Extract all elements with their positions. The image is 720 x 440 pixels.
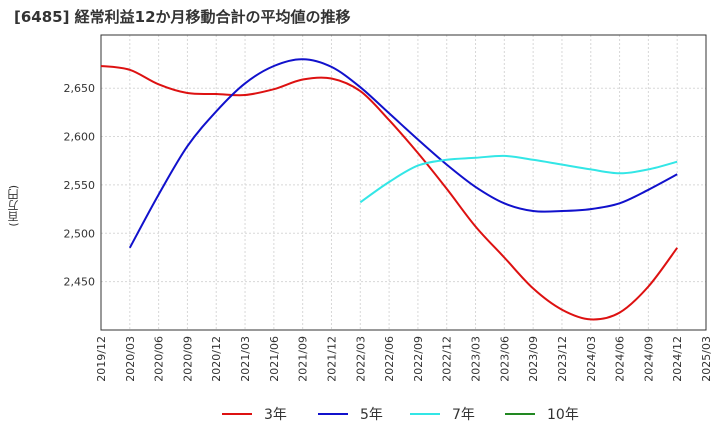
x-tick-label: 2023/12 bbox=[556, 336, 569, 382]
x-tick-label: 2021/06 bbox=[268, 336, 281, 382]
y-tick-label: 2,650 bbox=[64, 82, 96, 95]
plot-frame bbox=[100, 34, 707, 331]
x-tick-label: 2022/03 bbox=[354, 336, 367, 382]
x-tick-label: 2023/06 bbox=[498, 336, 511, 382]
x-tick-label: 2022/06 bbox=[383, 336, 396, 382]
legend-label: 7年 bbox=[452, 407, 475, 423]
x-tick-label: 2021/09 bbox=[297, 336, 310, 382]
y-tick-label: 2,450 bbox=[64, 276, 96, 289]
x-tick-label: 2023/09 bbox=[527, 336, 540, 382]
legend-label: 5年 bbox=[360, 407, 383, 423]
x-tick-label: 2022/09 bbox=[412, 336, 425, 382]
y-tick-label: 2,550 bbox=[64, 179, 96, 192]
series-line-3 bbox=[359, 154, 678, 204]
x-tick-label: 2024/09 bbox=[642, 336, 655, 382]
x-tick-label: 2020/06 bbox=[153, 336, 166, 382]
x-tick-label: 2021/03 bbox=[239, 336, 252, 382]
x-tick-label: 2021/12 bbox=[325, 336, 338, 382]
x-tick-label: 2024/12 bbox=[671, 336, 684, 382]
x-tick-label: 2025/03 bbox=[700, 336, 713, 382]
x-tick-label: 2019/12 bbox=[95, 336, 108, 382]
x-tick-label: 2020/12 bbox=[210, 336, 223, 382]
y-tick-label: 2,500 bbox=[64, 227, 96, 240]
x-tick-label: 2020/03 bbox=[124, 336, 137, 382]
x-tick-label: 2023/03 bbox=[470, 336, 483, 382]
chart-title: [6485] 経常利益12か月移動合計の平均値の推移 bbox=[14, 8, 351, 26]
y-tick-label: 2,600 bbox=[64, 131, 96, 144]
x-tick-label: 2022/12 bbox=[441, 336, 454, 382]
series-line-2 bbox=[128, 58, 678, 249]
legend-label: 10年 bbox=[547, 407, 579, 423]
legend-label: 3年 bbox=[264, 407, 287, 423]
series-line-1 bbox=[100, 65, 679, 321]
x-tick-label: 2024/03 bbox=[585, 336, 598, 382]
x-tick-label: 2024/06 bbox=[614, 336, 627, 382]
x-tick-label: 2020/09 bbox=[181, 336, 194, 382]
